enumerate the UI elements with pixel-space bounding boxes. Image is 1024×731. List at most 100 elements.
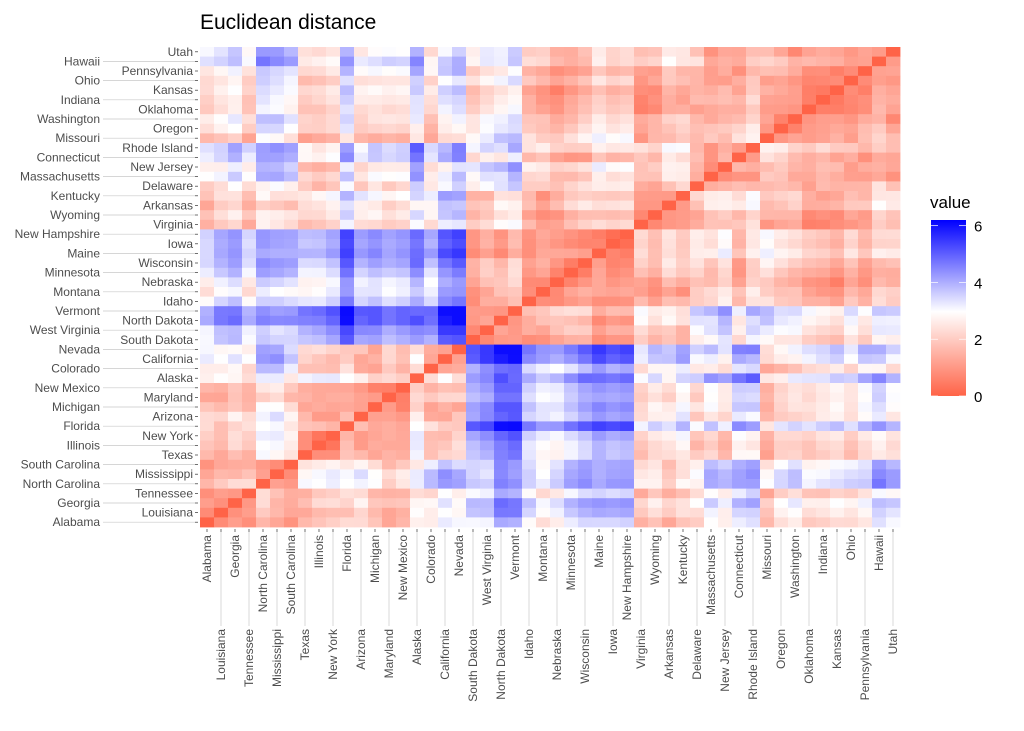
heatmap-cell	[648, 123, 663, 134]
heatmap-cell	[886, 152, 901, 163]
heatmap-cell	[634, 296, 649, 307]
heatmap-cell	[480, 47, 495, 57]
heatmap-cell	[480, 306, 495, 317]
heatmap-cell	[718, 363, 733, 374]
heatmap-cell	[242, 344, 257, 355]
heatmap-cell	[466, 191, 481, 201]
heatmap-cell	[424, 47, 439, 57]
heatmap-cell	[382, 479, 397, 489]
heatmap-cell	[256, 469, 271, 480]
heatmap-cell	[858, 354, 873, 365]
heatmap-cell	[648, 104, 663, 115]
heatmap-cell	[424, 152, 439, 163]
heatmap-cell	[298, 133, 313, 144]
heatmap-cell	[284, 85, 299, 96]
heatmap-cell	[410, 85, 425, 96]
y-tick-label: New Jersey	[130, 160, 193, 174]
heatmap-cell	[522, 421, 537, 432]
heatmap-cell	[298, 191, 313, 201]
heatmap-cell	[508, 56, 523, 67]
heatmap-cell	[564, 421, 579, 432]
heatmap-cell	[312, 229, 327, 240]
heatmap-cell	[704, 450, 719, 461]
heatmap-cell	[396, 85, 411, 96]
heatmap-cell	[662, 171, 677, 182]
heatmap-cell	[354, 488, 369, 499]
heatmap-cell	[438, 335, 453, 345]
heatmap-cell	[788, 479, 803, 489]
heatmap-cell	[830, 133, 845, 144]
y-tick-label: Oklahoma	[138, 102, 193, 116]
heatmap-cell	[718, 411, 733, 422]
heatmap-cell	[760, 479, 775, 489]
heatmap-cell	[354, 85, 369, 96]
heatmap-cell	[480, 296, 495, 307]
heatmap-cell	[536, 402, 551, 413]
heatmap-cell	[256, 325, 271, 336]
heatmap-cell	[704, 392, 719, 403]
heatmap-cell	[312, 517, 327, 528]
heatmap-cell	[340, 239, 355, 249]
heatmap-cell	[592, 210, 607, 221]
heatmap-cell	[340, 392, 355, 403]
heatmap-cell	[648, 85, 663, 96]
heatmap-cell	[788, 469, 803, 480]
heatmap-cell	[690, 181, 705, 192]
heatmap-cell	[830, 306, 845, 317]
heatmap-cell	[634, 498, 649, 509]
heatmap-cell	[536, 200, 551, 211]
heatmap-cell	[424, 104, 439, 115]
heatmap-cell	[634, 191, 649, 201]
y-tick-label: West Virginia	[30, 323, 101, 337]
heatmap-cell	[452, 469, 467, 480]
heatmap-cell	[340, 66, 355, 77]
heatmap-cell	[200, 95, 215, 105]
heatmap-cell	[228, 315, 243, 326]
x-tick-label: West Virginia	[480, 535, 494, 606]
heatmap-cell	[718, 344, 733, 355]
heatmap-cell	[620, 306, 635, 317]
heatmap-cell	[284, 431, 299, 441]
heatmap-cell	[200, 363, 215, 374]
heatmap-cell	[522, 152, 537, 163]
heatmap-cell	[858, 296, 873, 307]
heatmap-cell	[242, 450, 257, 461]
heatmap-cell	[816, 143, 831, 153]
heatmap-cell	[368, 210, 383, 221]
heatmap-cell	[564, 440, 579, 451]
heatmap-cell	[564, 258, 579, 269]
heatmap-cell	[522, 296, 537, 307]
heatmap-cell	[452, 239, 467, 249]
heatmap-cell	[830, 248, 845, 259]
heatmap-cell	[354, 143, 369, 153]
heatmap-cell	[284, 315, 299, 326]
heatmap-cell	[452, 383, 467, 393]
heatmap-cell	[760, 335, 775, 345]
heatmap-cell	[452, 267, 467, 278]
heatmap-cell	[242, 248, 257, 259]
heatmap-cell	[200, 267, 215, 278]
heatmap-cell	[634, 421, 649, 432]
heatmap-cell	[256, 152, 271, 163]
heatmap-cell	[886, 296, 901, 307]
heatmap-cell	[732, 152, 747, 163]
heatmap-cell	[522, 411, 537, 422]
heatmap-cell	[410, 363, 425, 374]
heatmap-cell	[438, 229, 453, 240]
heatmap-cell	[592, 402, 607, 413]
heatmap-cell	[242, 181, 257, 192]
heatmap-cell	[326, 383, 341, 393]
heatmap-cell	[564, 517, 579, 528]
heatmap-cell	[438, 315, 453, 326]
heatmap-cell	[886, 479, 901, 489]
heatmap-cell	[802, 459, 817, 470]
heatmap-cell	[732, 354, 747, 365]
heatmap-cell	[620, 248, 635, 259]
heatmap-cell	[424, 258, 439, 269]
heatmap-cell	[550, 47, 565, 57]
heatmap-cell	[774, 287, 789, 297]
heatmap-cell	[718, 469, 733, 480]
heatmap-cell	[368, 421, 383, 432]
heatmap-cell	[396, 287, 411, 297]
heatmap-cell	[802, 402, 817, 413]
